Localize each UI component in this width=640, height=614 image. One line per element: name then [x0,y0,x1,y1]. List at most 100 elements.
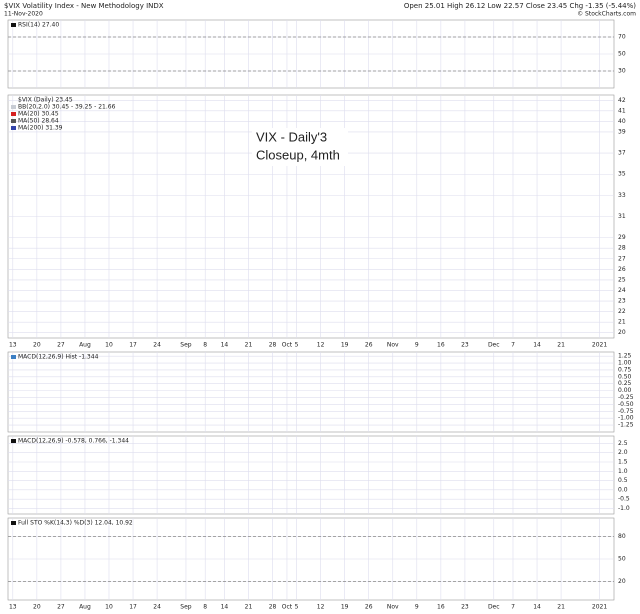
y-tick-label: 50 [618,51,626,58]
legend-label: MACD(12,26,9) Hist -1.344 [18,354,99,361]
legend-swatch [11,105,16,109]
x-tick-label: 21 [245,604,253,611]
x-tick-label: 10 [105,604,113,611]
x-tick-label: 8 [203,604,207,611]
x-tick-label: 7 [511,342,515,349]
x-tick-label: 5 [295,604,299,611]
legend-label: MA(20) 30.45 [18,111,59,118]
x-tick-label: 21 [245,342,253,349]
x-tick-label: 24 [153,604,161,611]
x-tick-label: 2021 [592,342,607,349]
legend-swatch [11,126,16,130]
x-tick-label: 14 [533,342,541,349]
x-tick-label: 16 [437,604,445,611]
legend-label: MACD(12,26,9) -0.578, 0.766, -1.344 [18,438,129,445]
x-tick-label: Dec [488,604,500,611]
y-tick-label: 42 [618,97,626,104]
date: 11-Nov-2020 [4,11,43,18]
x-tick-label: 8 [203,342,207,349]
y-tick-label: 40 [618,118,626,125]
x-tick-label: 14 [221,342,229,349]
x-tick-label: 20 [33,342,41,349]
y-tick-label: 24 [618,287,626,294]
y-tick-label: -1.0 [618,505,630,512]
x-tick-label: 17 [129,604,137,611]
legend-swatch [11,23,16,27]
x-tick-label: 24 [153,342,161,349]
x-tick-label: 23 [461,604,469,611]
x-tick-label: 14 [533,604,541,611]
y-tick-label: 41 [618,107,626,114]
x-tick-label: 19 [341,342,349,349]
quote: Open 25.01 High 26.12 Low 22.57 Close 23… [404,2,636,10]
y-tick-label: 20 [618,578,626,585]
x-tick-label: 26 [365,342,373,349]
y-tick-label: 0.5 [618,477,628,484]
annotation: VIX - Daily'3 [256,129,327,144]
x-tick-label: 20 [33,604,41,611]
y-tick-label: 29 [618,234,626,241]
y-tick-label: 0.0 [618,486,628,493]
x-tick-label: 9 [415,342,419,349]
x-tick-label: 23 [461,342,469,349]
x-tick-label: Aug [79,604,91,611]
legend-label: BB(20,2.0) 30.45 - 39.25 - 21.66 [18,104,116,111]
x-tick-label: Oct [282,342,293,349]
y-tick-label: 50 [618,556,626,563]
y-tick-label: -0.5 [618,496,630,503]
annotation: Closeup, 4mth [256,147,340,162]
y-tick-label: 35 [618,171,626,178]
x-tick-label: 10 [105,342,113,349]
legend-label: Full STO %K(14,3) %D(3) 12.04, 10.92 [18,520,133,527]
legend-swatch [11,521,16,525]
legend-label: MA(200) 31.39 [18,125,63,132]
y-tick-label: 39 [618,128,626,135]
legend-swatch [11,112,16,116]
legend-label: MA(50) 28.64 [18,118,59,125]
x-tick-label: 13 [9,342,17,349]
y-tick-label: -0.75 [618,408,634,415]
x-tick-label: 28 [269,604,277,611]
credit: © StockCharts.com [577,11,636,18]
y-tick-label: 2.5 [618,440,628,447]
y-tick-label: 0.75 [618,366,632,373]
y-tick-label: 1.25 [618,353,632,360]
legend-swatch [11,119,16,123]
y-tick-label: 37 [618,150,626,157]
x-tick-label: 9 [415,604,419,611]
x-tick-label: 5 [295,342,299,349]
y-tick-label: 1.00 [618,360,632,367]
x-tick-label: 7 [511,604,515,611]
x-tick-label: 27 [57,342,65,349]
legend-swatch [11,355,16,359]
y-tick-label: 33 [618,192,626,199]
y-tick-label: 31 [618,213,626,220]
y-tick-label: 70 [618,34,626,41]
y-tick-label: 0.00 [618,387,632,394]
y-tick-label: 21 [618,319,626,326]
y-tick-label: 0.25 [618,380,632,387]
x-tick-label: 13 [9,604,17,611]
y-tick-label: 80 [618,533,626,540]
x-tick-label: 16 [437,342,445,349]
x-tick-label: Aug [79,342,91,349]
y-tick-label: 26 [618,266,626,273]
x-tick-label: 27 [57,604,65,611]
x-tick-label: 19 [341,604,349,611]
panel [7,435,615,515]
legend-swatch [11,439,16,443]
y-tick-label: 0.50 [618,373,632,380]
y-tick-label: -1.00 [618,415,634,422]
x-tick-label: 26 [365,604,373,611]
x-tick-label: 21 [557,342,565,349]
x-tick-label: 17 [129,342,137,349]
panel [7,351,615,433]
y-tick-label: 27 [618,255,626,262]
chart-title: $VIX Volatility Index - New Methodology … [4,2,164,10]
x-tick-label: 14 [221,604,229,611]
y-tick-label: 30 [618,68,626,75]
y-tick-label: 22 [618,308,626,315]
x-tick-label: 2021 [592,604,607,611]
x-tick-label: 21 [557,604,565,611]
